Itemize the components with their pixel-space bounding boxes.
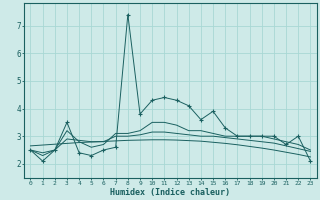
X-axis label: Humidex (Indice chaleur): Humidex (Indice chaleur) — [110, 188, 230, 197]
